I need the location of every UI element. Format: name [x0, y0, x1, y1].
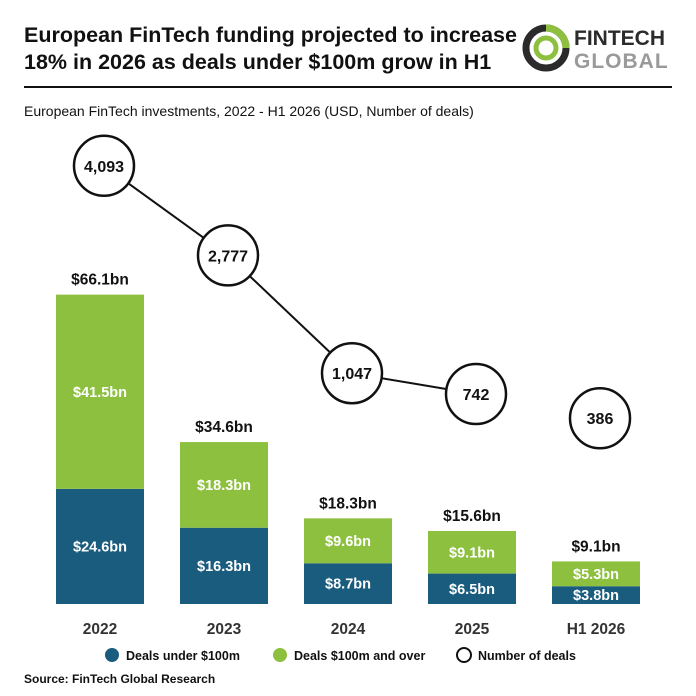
logo-ring-icon — [522, 24, 570, 72]
deals-label: 1,047 — [332, 366, 372, 383]
total-label: $15.6bn — [443, 508, 501, 525]
deals-label: 4,093 — [84, 159, 124, 176]
bar-segment-under-100m — [56, 488, 144, 604]
data-label-under-100m: $6.5bn — [449, 582, 495, 598]
data-label-100m-and-over: $18.3bn — [197, 478, 251, 494]
bar-segment-100m-and-over — [56, 294, 144, 489]
chart-subtitle: European FinTech investments, 2022 - H1 … — [24, 103, 474, 119]
bar-segment-under-100m — [552, 586, 640, 604]
legend-number-of-deals-swatch — [456, 647, 472, 663]
data-label-100m-and-over: $9.6bn — [325, 534, 371, 550]
bar-segment-100m-and-over — [428, 530, 516, 574]
bar-segment-under-100m — [304, 563, 392, 604]
logo-text-top: FINTECH — [574, 27, 665, 50]
x-tick-label: 2024 — [331, 621, 366, 638]
data-label-100m-and-over: $41.5bn — [73, 385, 127, 401]
logo-text-bottom: GLOBAL — [574, 50, 669, 73]
deals-label: 742 — [463, 387, 490, 404]
data-label-under-100m: $3.8bn — [573, 588, 619, 604]
deals-label: 386 — [587, 411, 614, 428]
bar-segment-100m-and-over — [552, 561, 640, 587]
total-label: $34.6bn — [195, 419, 253, 436]
deals-marker — [444, 362, 508, 426]
x-tick-label: 2023 — [207, 621, 242, 638]
x-tick-label: H1 2026 — [567, 621, 626, 638]
x-tick-label: 2022 — [83, 621, 117, 638]
data-label-100m-and-over: $5.3bn — [573, 567, 619, 583]
deals-label: 2,777 — [208, 248, 248, 265]
title-divider — [24, 86, 672, 88]
data-label-under-100m: $8.7bn — [325, 577, 371, 593]
bar-segment-under-100m — [180, 527, 268, 604]
source-note: Source: FinTech Global Research — [24, 672, 216, 686]
total-label: $18.3bn — [319, 495, 377, 512]
legend-under-100m-swatch — [105, 648, 119, 662]
data-label-under-100m: $16.3bn — [197, 559, 251, 575]
deals-marker — [568, 386, 632, 450]
total-label: $66.1bn — [71, 272, 129, 289]
deals-marker — [196, 224, 260, 287]
legend-label: Deals $100m and over — [294, 649, 425, 663]
fintech-global-logo: FINTECH GLOBAL — [522, 24, 669, 73]
deals-marker — [320, 341, 384, 405]
bar-segment-100m-and-over — [180, 442, 268, 528]
bar-segment-100m-and-over — [304, 518, 392, 564]
x-tick-label: 2025 — [455, 621, 490, 638]
data-label-100m-and-over: $9.1bn — [449, 545, 495, 561]
chart-title: European FinTech funding projected to in… — [24, 23, 517, 74]
deals-marker — [72, 134, 136, 198]
total-label: $9.1bn — [571, 538, 620, 555]
legend-label: Number of deals — [478, 649, 576, 663]
bar-segment-under-100m — [428, 573, 516, 604]
legend-100m-and-over-swatch — [273, 648, 287, 662]
data-label-under-100m: $24.6bn — [73, 539, 127, 555]
legend-label: Deals under $100m — [126, 649, 240, 663]
